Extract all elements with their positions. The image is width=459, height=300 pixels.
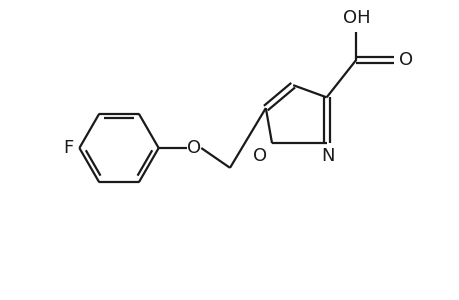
Text: N: N: [320, 147, 334, 165]
Text: OH: OH: [342, 9, 369, 27]
Text: F: F: [63, 139, 73, 157]
Text: O: O: [187, 139, 201, 157]
Text: O: O: [252, 147, 267, 165]
Text: O: O: [398, 51, 412, 69]
